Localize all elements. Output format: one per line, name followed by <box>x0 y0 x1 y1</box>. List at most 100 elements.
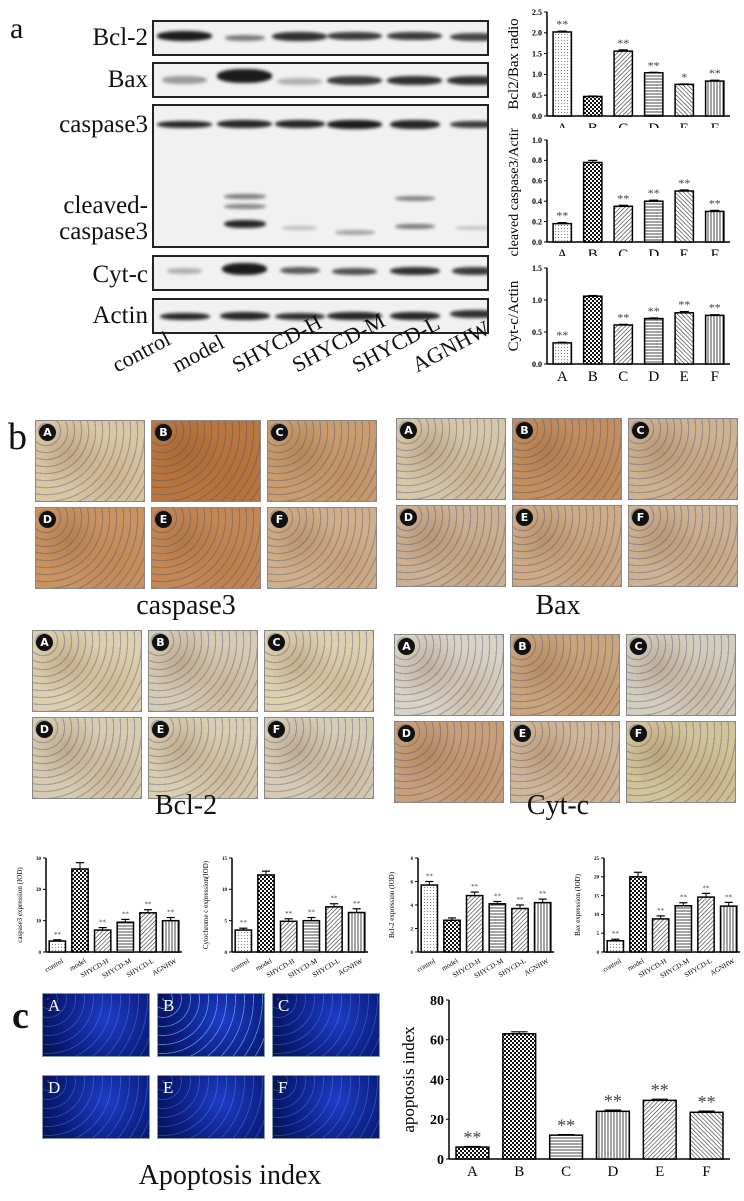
blot-band <box>454 226 487 230</box>
bar <box>116 921 135 953</box>
svg-text:**: ** <box>331 895 339 903</box>
svg-text:E: E <box>680 121 689 128</box>
blot-band <box>274 120 325 128</box>
bar <box>161 919 180 953</box>
ihc-image: B <box>512 418 622 500</box>
svg-text:**: ** <box>698 1092 716 1112</box>
bar <box>552 342 573 365</box>
bar <box>93 929 112 953</box>
svg-text:0: 0 <box>39 951 42 956</box>
svg-text:**: ** <box>648 186 660 200</box>
ihc-image: D <box>394 721 504 803</box>
ihc-image: E <box>148 717 258 799</box>
tile-label: D <box>39 511 56 528</box>
blot-label: Bcl-2 <box>92 24 148 51</box>
lane-label: control <box>107 325 175 378</box>
bar <box>582 295 603 365</box>
svg-text:6: 6 <box>411 880 414 885</box>
tile-label: E <box>155 511 172 528</box>
svg-text:AGNHW: AGNHW <box>709 957 737 978</box>
svg-text:0.2: 0.2 <box>532 217 542 226</box>
blot-band <box>449 310 487 318</box>
svg-text:B: B <box>514 1164 524 1180</box>
cytc-actin-chart: 0.0 0.5 1.0 1.5 ** A B ** C ** D ** E ** F Cyt-c/Actin <box>506 264 730 385</box>
blot-band <box>449 120 487 128</box>
tile-label: F <box>632 509 649 526</box>
tile-label: C <box>632 422 649 439</box>
ihc-image: F <box>628 505 738 587</box>
ihc-image: C <box>626 634 736 716</box>
svg-text:F: F <box>702 1164 710 1180</box>
svg-text:**: ** <box>539 890 547 898</box>
svg-text:control: control <box>602 957 623 974</box>
svg-text:**: ** <box>353 900 361 908</box>
tile-label: C <box>630 638 647 655</box>
svg-text:2.0: 2.0 <box>532 29 542 38</box>
bar <box>704 314 725 365</box>
svg-text:**: ** <box>167 909 175 917</box>
panel-letter-b: b <box>8 416 27 458</box>
tile-label: A <box>398 638 415 655</box>
tile-label: B <box>155 424 172 441</box>
svg-text:E: E <box>680 247 689 256</box>
bar <box>302 919 321 953</box>
svg-text:D: D <box>648 247 659 256</box>
svg-text:20: 20 <box>594 876 600 881</box>
blot-band <box>159 312 210 320</box>
svg-text:4: 4 <box>411 904 414 909</box>
svg-text:F: F <box>711 369 719 385</box>
svg-text:**: ** <box>426 873 434 881</box>
svg-text:**: ** <box>657 907 665 915</box>
svg-text:**: ** <box>651 1080 669 1100</box>
ihc-image: C <box>267 420 377 502</box>
blot-label: caspase3 <box>59 218 148 245</box>
ihc-caption: Bax <box>535 590 581 621</box>
svg-text:AGNHW: AGNHW <box>337 957 365 978</box>
svg-text:8: 8 <box>411 857 414 862</box>
bar <box>629 876 647 953</box>
svg-text:0.5: 0.5 <box>532 91 542 100</box>
blot-band <box>217 69 272 83</box>
svg-text:25: 25 <box>594 857 600 862</box>
blot-label: Cyt-c <box>92 261 148 288</box>
svg-text:0.0: 0.0 <box>532 238 542 247</box>
svg-text:**: ** <box>709 196 721 210</box>
svg-text:E: E <box>680 369 689 385</box>
svg-text:**: ** <box>557 1116 575 1136</box>
svg-text:**: ** <box>617 36 629 50</box>
tunel-image: D <box>42 1075 150 1139</box>
tile-label: D <box>36 721 53 738</box>
blot-band <box>157 31 212 41</box>
svg-text:A: A <box>557 247 568 256</box>
svg-text:10: 10 <box>36 919 42 924</box>
svg-text:**: ** <box>240 919 248 927</box>
svg-text:**: ** <box>617 191 629 205</box>
svg-text:0.0: 0.0 <box>532 112 542 121</box>
svg-text:E: E <box>655 1164 664 1180</box>
tile-label: E <box>514 725 531 742</box>
svg-text:0: 0 <box>437 1153 444 1168</box>
svg-text:Bcl2/Bax radio: Bcl2/Bax radio <box>506 18 522 109</box>
svg-text:Cytochrome c expression(IOD): Cytochrome c expression(IOD) <box>202 860 210 949</box>
ihc-image: F <box>264 717 374 799</box>
svg-text:B: B <box>588 369 598 385</box>
bar <box>674 83 695 117</box>
bar <box>71 868 89 953</box>
svg-text:0.4: 0.4 <box>532 197 542 206</box>
svg-text:A: A <box>467 1164 478 1180</box>
svg-text:**: ** <box>612 930 620 938</box>
blot-band <box>449 33 487 41</box>
svg-text:**: ** <box>463 1127 481 1147</box>
blot-band <box>387 75 442 85</box>
svg-text:D: D <box>648 369 659 385</box>
svg-text:**: ** <box>678 176 690 190</box>
tile-label: E <box>163 1078 174 1097</box>
svg-text:5: 5 <box>225 919 228 924</box>
blot-band <box>277 77 322 85</box>
svg-text:2: 2 <box>411 927 414 932</box>
bar <box>704 210 725 243</box>
bar <box>697 896 715 953</box>
svg-text:**: ** <box>604 1091 622 1111</box>
